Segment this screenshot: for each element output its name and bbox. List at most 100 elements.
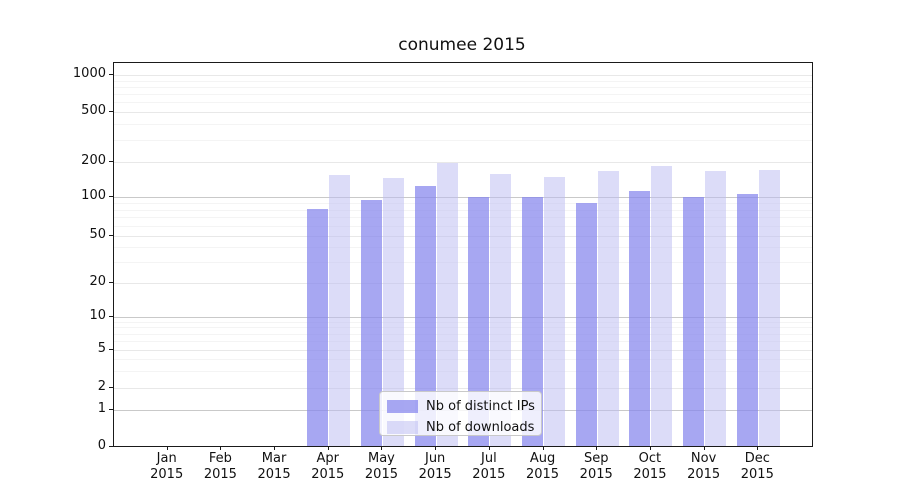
y-tick-label: 50: [89, 227, 106, 242]
legend-swatch-distinct-ips: [387, 399, 418, 413]
x-tick: [596, 446, 598, 450]
bar-downloads: [705, 171, 727, 446]
gridline: [114, 124, 812, 126]
gridline: [114, 341, 812, 343]
y-tick-label: 1000: [72, 66, 106, 81]
gridline: [114, 139, 812, 141]
x-tick-label: Jul 2015: [472, 451, 506, 482]
y-tick-label: 0: [97, 437, 106, 453]
gridline: [114, 262, 812, 264]
gridline: [114, 321, 812, 323]
bar-distinct-ips: [575, 202, 597, 446]
x-tick: [274, 446, 276, 450]
bar-distinct-ips: [629, 191, 651, 446]
bar-downloads: [544, 176, 566, 446]
x-tick-label: Oct 2015: [633, 451, 667, 482]
y-tick: [109, 408, 113, 410]
legend: Nb of distinct IPs Nb of downloads: [379, 391, 542, 436]
x-tick: [381, 446, 383, 450]
legend-swatch-downloads: [387, 420, 418, 434]
x-tick: [757, 446, 759, 450]
gridline: [114, 247, 812, 249]
x-tick-label: Mar 2015: [257, 451, 291, 482]
legend-label-distinct-ips: Nb of distinct IPs: [426, 398, 535, 414]
gridline: [114, 209, 812, 211]
x-tick-label: Apr 2015: [311, 451, 345, 482]
bar-distinct-ips: [736, 193, 758, 446]
bar-downloads: [490, 173, 512, 446]
x-tick-label: Sep 2015: [579, 451, 613, 482]
gridline: [114, 283, 812, 284]
gridline: [114, 80, 812, 82]
y-tick-label: 200: [81, 153, 106, 168]
x-tick: [166, 446, 168, 450]
x-tick: [703, 446, 705, 450]
gridline: [114, 112, 812, 113]
gridline: [114, 102, 812, 104]
x-tick-label: Dec 2015: [740, 451, 774, 482]
y-tick-label: 500: [81, 103, 106, 118]
x-tick-label: Jun 2015: [418, 451, 452, 482]
y-tick-label: 20: [89, 274, 106, 289]
x-tick-label: May 2015: [364, 451, 398, 482]
y-tick: [109, 161, 113, 162]
gridline: [114, 327, 812, 329]
gridline: [114, 162, 812, 163]
x-tick: [435, 446, 437, 450]
gridline: [114, 388, 812, 389]
y-tick: [109, 349, 113, 351]
gridline: [114, 86, 812, 88]
gridline: [114, 94, 812, 96]
y-tick: [109, 315, 113, 317]
gridline: [114, 203, 812, 205]
chart-title: conumee 2015: [398, 35, 526, 55]
gridline: [114, 75, 812, 76]
x-tick-label: Nov 2015: [687, 451, 721, 482]
plot-area: [113, 62, 813, 447]
y-tick: [109, 111, 113, 112]
bar-distinct-ips: [683, 197, 705, 446]
bar-distinct-ips: [468, 197, 490, 446]
bar-distinct-ips: [414, 186, 436, 446]
bar-downloads: [651, 165, 673, 446]
y-tick-label: 10: [89, 307, 106, 323]
y-tick: [109, 445, 113, 447]
gridline: [114, 359, 812, 361]
gridline: [114, 225, 812, 227]
y-tick: [109, 74, 113, 75]
y-tick-label: 2: [97, 379, 106, 394]
legend-label-downloads: Nb of downloads: [426, 419, 535, 435]
x-tick-label: Feb 2015: [203, 451, 237, 482]
y-tick-label: 5: [97, 341, 106, 357]
bar-distinct-ips: [522, 197, 544, 446]
bar-distinct-ips: [360, 200, 382, 446]
bar-downloads: [382, 178, 404, 446]
y-tick: [109, 282, 113, 283]
x-tick-label: Aug 2015: [525, 451, 560, 482]
legend-item-distinct-ips: Nb of distinct IPs: [387, 398, 541, 414]
y-tick: [109, 235, 113, 236]
gridline: [114, 371, 812, 373]
bar-distinct-ips: [307, 209, 329, 446]
x-tick: [542, 446, 544, 450]
x-tick-label: Jan 2015: [150, 451, 184, 482]
gridline: [114, 217, 812, 219]
bar-downloads: [758, 169, 780, 446]
gridline: [114, 236, 812, 237]
x-tick: [327, 446, 329, 450]
gridline: [114, 316, 812, 318]
gridline: [114, 333, 812, 335]
y-tick-label: 1: [97, 400, 106, 416]
x-tick: [220, 446, 222, 450]
bar-downloads: [436, 163, 458, 446]
gridline: [114, 197, 812, 199]
x-tick: [649, 446, 651, 450]
y-tick-label: 100: [81, 188, 106, 204]
gridline: [114, 350, 812, 352]
bar-downloads: [329, 174, 351, 446]
legend-item-downloads: Nb of downloads: [387, 419, 541, 435]
y-tick: [109, 387, 113, 388]
bar-downloads: [597, 171, 619, 446]
x-tick: [488, 446, 490, 450]
